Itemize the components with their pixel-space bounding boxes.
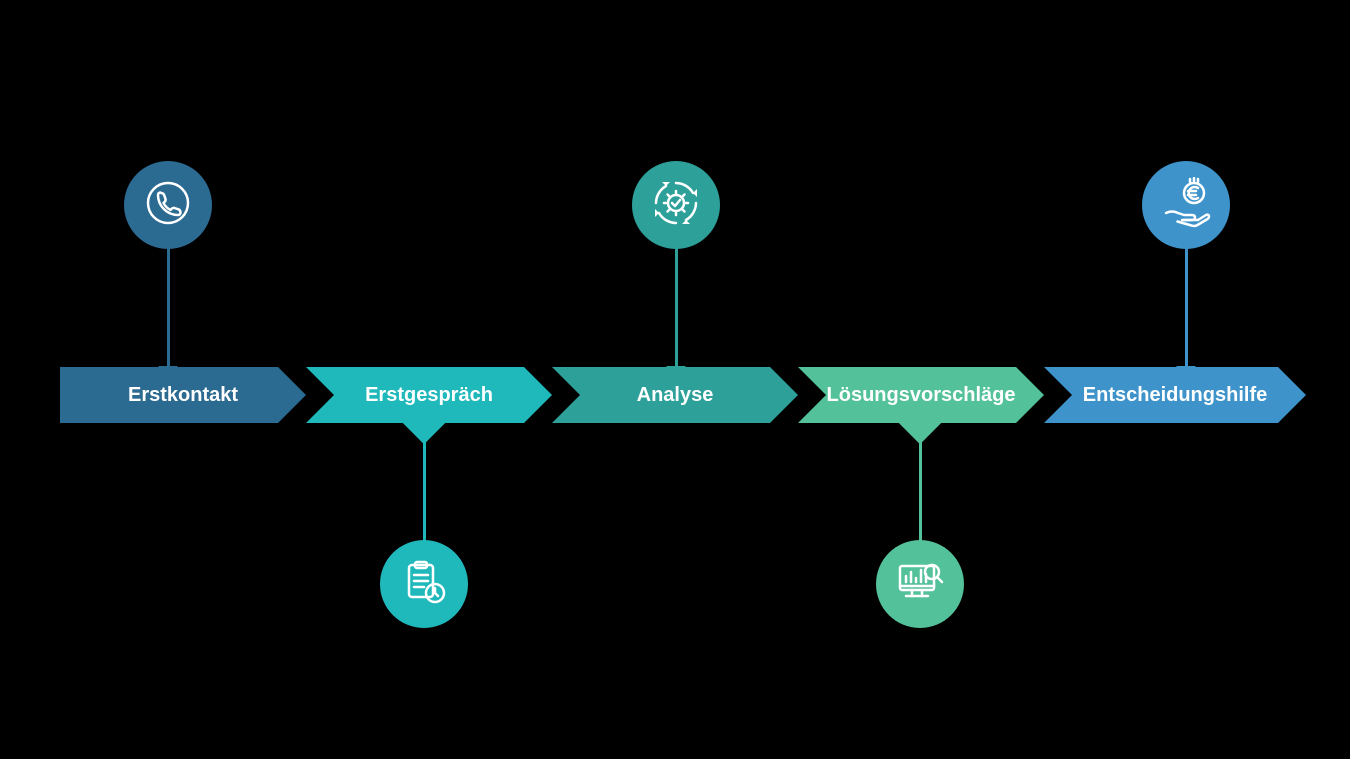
step-2-label: Erstgespräch [365, 384, 493, 407]
step-2-icon-circle [380, 540, 468, 628]
step-4-icon-circle [876, 540, 964, 628]
step-2-connector [423, 434, 426, 542]
step-5-connector [1185, 247, 1188, 367]
gear-cycle-icon [650, 177, 702, 234]
step-5-label: Entscheidungshilfe [1083, 384, 1267, 407]
phone-icon [144, 179, 192, 232]
step-4-label: Lösungsvorschläge [827, 384, 1016, 407]
process-flow-diagram: Erstkontakt Erstgespräch Analyse [0, 0, 1350, 759]
step-4-arrow: Lösungsvorschläge [798, 367, 1044, 423]
step-1-arrow: Erstkontakt [60, 367, 306, 423]
step-3-icon-circle [632, 161, 720, 249]
step-3-label: Analyse [637, 384, 714, 407]
step-3-connector [675, 247, 678, 367]
step-3-arrow: Analyse [552, 367, 798, 423]
step-4-connector [919, 434, 922, 542]
step-1-label: Erstkontakt [128, 384, 238, 407]
hand-euro-icon [1160, 177, 1212, 234]
step-1-connector [167, 247, 170, 367]
step-5-arrow: Entscheidungshilfe [1044, 367, 1306, 423]
clipboard-clock-icon [399, 557, 449, 612]
monitor-chart-icon [894, 556, 946, 613]
step-2-arrow: Erstgespräch [306, 367, 552, 423]
step-5-icon-circle [1142, 161, 1230, 249]
step-1-icon-circle [124, 161, 212, 249]
